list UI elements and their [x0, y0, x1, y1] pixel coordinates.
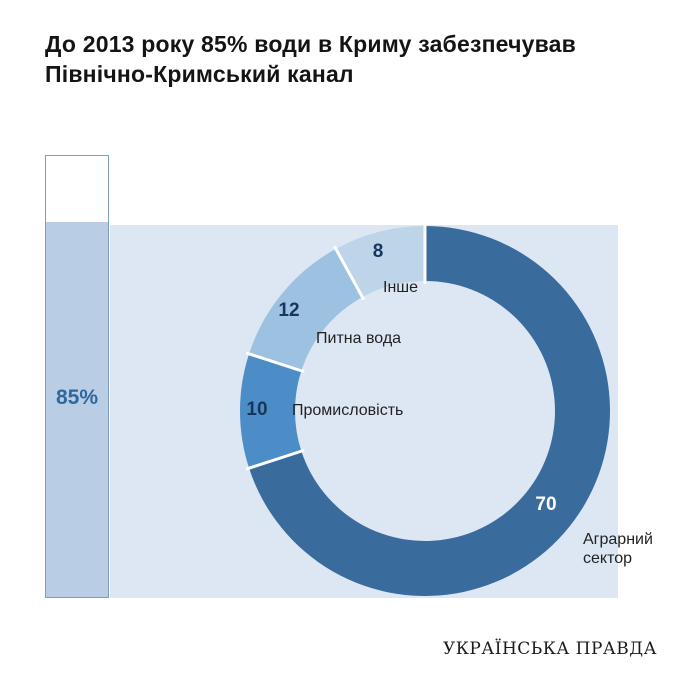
donut-label-other: Інше — [383, 279, 419, 296]
donut-segment-0 — [249, 226, 610, 596]
donut-chart — [240, 223, 610, 596]
donut-label-agrarian: Аграрний сектор — [583, 531, 653, 568]
chart-title-line2: Північно-Кримський канал — [45, 60, 354, 87]
donut-segment-3 — [335, 226, 425, 298]
donut-label-industry: Промисловість — [292, 402, 404, 419]
percent-bar: 85% — [45, 155, 109, 598]
donut-value-agrarian: 70 — [535, 494, 557, 515]
percent-bar-label: 85% — [55, 386, 99, 409]
donut-segment-1 — [240, 353, 302, 469]
donut-value-industry: 10 — [246, 399, 268, 420]
segment-separator — [333, 245, 366, 301]
donut-label-drinking-water: Питна вода — [316, 330, 402, 347]
percent-bar-fill — [46, 222, 108, 597]
donut-segment-2 — [249, 248, 363, 371]
chart-title: До 2013 року 85% води в Криму забезпечув… — [45, 30, 655, 90]
segment-separator — [245, 351, 305, 374]
chart-title-line1: До 2013 року 85% води в Криму забезпечув… — [45, 31, 577, 57]
publisher-logo: УКРАЇНСЬКА ПРАВДА — [442, 639, 657, 659]
donut-value-other: 8 — [372, 241, 384, 262]
donut-value-drinking-water: 12 — [278, 300, 300, 321]
segment-separator — [245, 448, 305, 471]
